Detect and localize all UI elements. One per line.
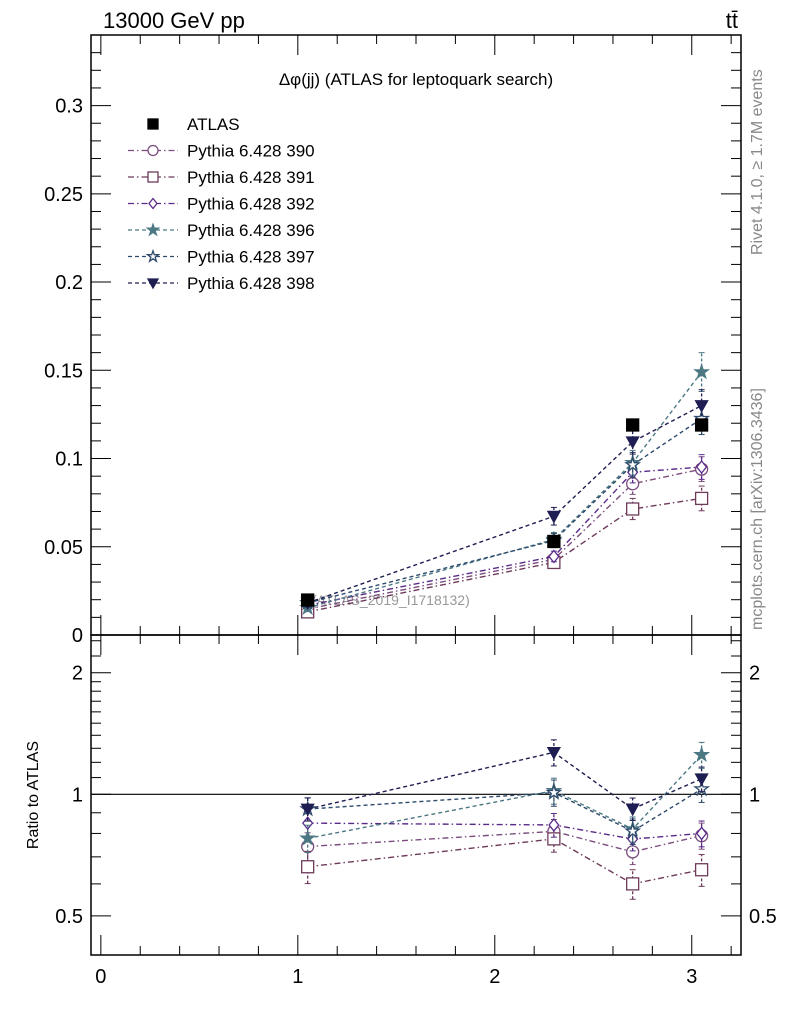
legend-label: Pythia 6.428 392 — [187, 195, 315, 214]
main-series-line — [307, 497, 702, 613]
main-data-point — [625, 436, 640, 450]
mcplots-label: mcplots.cern.ch [arXiv:1306.3436] — [749, 388, 766, 630]
legend-label-atlas: ATLAS — [187, 115, 240, 134]
ratio-data-point — [299, 829, 317, 846]
ratio-series-line — [307, 751, 702, 810]
x-tick-label: 2 — [489, 966, 500, 988]
ratio-tick-label-right: 1 — [749, 784, 760, 806]
y-tick-label: 0.1 — [55, 449, 83, 471]
ratio-tick-label-right: 2 — [749, 663, 760, 685]
energy-label: 13000 GeV pp — [103, 8, 245, 33]
y-tick-label: 0 — [72, 625, 83, 647]
data-series-atlas — [301, 418, 709, 607]
ratio-tick-label: 2 — [72, 663, 83, 685]
x-tick-label: 1 — [292, 966, 303, 988]
mc-series-5 — [300, 389, 709, 822]
mc-series-1 — [301, 485, 709, 900]
main-data-point — [547, 534, 561, 549]
ratio-tick-label-right: 0.5 — [749, 906, 777, 928]
mc-series-4 — [299, 402, 711, 845]
ratio-series-line — [307, 838, 702, 885]
ratio-series-line — [307, 830, 702, 853]
ratio-data-point — [695, 826, 708, 841]
ratio-data-point — [546, 746, 561, 760]
chart-title: Δφ(jj) (ATLAS for leptoquark search) — [279, 70, 553, 89]
main-series-line — [307, 404, 702, 604]
legend-label: Pythia 6.428 398 — [187, 274, 315, 293]
ratio-data-point — [545, 783, 563, 800]
legend-marker — [147, 144, 159, 157]
ratio-data-point — [625, 803, 640, 817]
legend-marker — [145, 248, 161, 263]
ratio-data-point — [626, 845, 640, 859]
legend-marker — [148, 197, 158, 210]
legend-label: Pythia 6.428 390 — [187, 142, 315, 161]
y-tick-label: 0.25 — [44, 184, 83, 206]
main-data-point — [693, 363, 711, 380]
y-tick-label: 0.05 — [44, 537, 83, 559]
ratio-series-line — [307, 754, 703, 840]
y-tick-label: 0.3 — [55, 96, 83, 118]
ratio-data-point — [548, 817, 560, 832]
ratio-data-point — [694, 773, 709, 787]
main-series-line — [307, 418, 702, 604]
process-label: tt̄ — [726, 8, 738, 33]
ratio-data-point — [626, 877, 640, 891]
ratio-data-point — [300, 803, 315, 817]
x-tick-label: 0 — [95, 966, 106, 988]
ratio-series-line — [307, 788, 702, 833]
legend-marker — [146, 278, 160, 290]
ratio-tick-label: 0.5 — [55, 906, 83, 928]
main-data-point — [548, 549, 560, 564]
main-data-point — [301, 593, 315, 607]
main-data-point — [624, 455, 642, 473]
main-data-point — [694, 400, 709, 413]
y-tick-label: 0.2 — [55, 272, 83, 294]
legend-marker-atlas — [147, 118, 159, 130]
x-tick-label: 3 — [686, 966, 697, 988]
main-series-line — [307, 466, 702, 607]
ratio-data-point — [302, 816, 314, 831]
main-data-point — [626, 418, 640, 432]
ratio-data-point — [301, 860, 315, 874]
main-data-point — [694, 418, 709, 432]
legend-label: Pythia 6.428 391 — [187, 168, 315, 187]
legend-marker — [145, 222, 161, 237]
ratio-series-line — [307, 822, 702, 840]
ratio-data-point — [624, 822, 642, 839]
legend-marker — [147, 171, 159, 183]
ratio-frame — [90, 634, 742, 956]
legend-label: Pythia 6.428 397 — [187, 248, 315, 267]
main-data-point — [626, 477, 640, 491]
main-data-point — [694, 491, 709, 506]
ratio-tick-label: 1 — [72, 784, 83, 806]
y-tick-label: 0.15 — [44, 360, 83, 382]
rivet-label: Rivet 4.1.0, ≥ 1.7M events — [749, 69, 766, 255]
ratio-ylabel: Ratio to ATLAS — [25, 741, 42, 849]
main-series-line — [307, 468, 702, 610]
main-data-point — [546, 510, 561, 524]
mc-series-2 — [302, 454, 708, 852]
legend-label: Pythia 6.428 396 — [187, 221, 315, 240]
ratio-data-point — [694, 863, 709, 877]
main-data-point — [695, 459, 708, 475]
main-data-point — [626, 502, 640, 516]
main-series-line — [307, 371, 703, 609]
ratio-data-point — [693, 745, 711, 763]
ratio-data-point — [547, 832, 561, 846]
